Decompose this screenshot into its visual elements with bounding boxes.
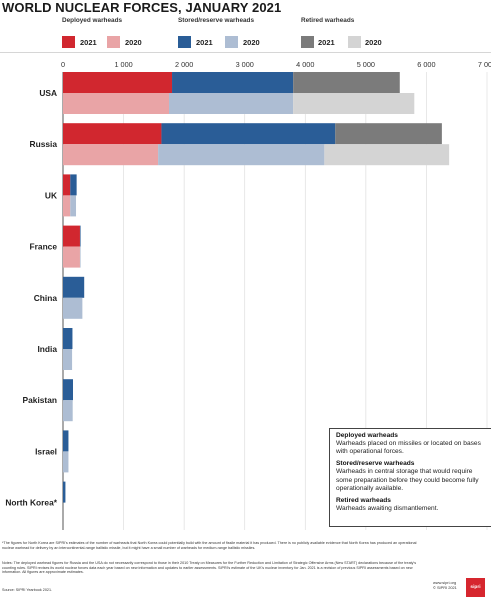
country-label: Israel (35, 446, 57, 456)
country-label: Russia (30, 139, 58, 149)
definition-deployed-heading: Deployed warheads (336, 432, 398, 439)
legend-label-deployed-2020: 2020 (125, 38, 142, 47)
source-line: Source: SIPRI Yearbook 2021. (2, 588, 53, 592)
bar-israel-stored-2021 (63, 430, 69, 452)
legend-swatch-stored-2020 (225, 36, 238, 48)
legend-label-stored-2021: 2021 (196, 38, 213, 47)
country-label: France (30, 242, 58, 252)
bar-russia-stored-2020 (158, 144, 325, 166)
footnote-notes: Notes: The deployed warhead figures for … (2, 561, 417, 575)
bar-russia-retired-2021 (335, 123, 442, 145)
bar-china-stored-2021 (63, 276, 85, 298)
bar-russia-deployed-2020 (63, 144, 159, 166)
x-tick-label: 6 000 (417, 60, 435, 69)
legend-label-retired-2020: 2020 (365, 38, 382, 47)
bar-france-stored-2021 (79, 225, 81, 247)
bar-pakistan-stored-2020 (63, 400, 73, 422)
legend-divider (0, 52, 491, 53)
chart-title: WORLD NUCLEAR FORCES, JANUARY 2021 (2, 0, 282, 15)
bar-india-stored-2020 (63, 349, 73, 370)
country-label: Pakistan (23, 395, 57, 405)
credits: www.sipri.org © SIPRI 2021 (433, 580, 457, 591)
footnote-north-korea: *The figures for North Korea are SIPRI's… (2, 541, 417, 550)
x-tick-label: 1 000 (114, 60, 132, 69)
bar-france-deployed-2020 (63, 246, 80, 268)
legend-swatch-deployed-2020 (107, 36, 120, 48)
country-label: North Korea* (5, 498, 57, 508)
legend-retired-heading: Retired warheads (301, 17, 355, 24)
x-tick-label: 4 000 (296, 60, 314, 69)
definition-stored-heading: Stored/reserve warheads (336, 460, 415, 468)
bar-uk-stored-2021 (70, 174, 77, 196)
legend-swatch-retired-2021 (301, 36, 314, 48)
x-tick-label: 2 000 (175, 60, 193, 69)
legend-swatch-deployed-2021 (62, 36, 75, 48)
legend-swatch-stored-2021 (178, 36, 191, 48)
x-tick-label: 5 000 (357, 60, 375, 69)
bar-russia-deployed-2021 (63, 123, 162, 145)
bar-france-deployed-2021 (63, 225, 80, 247)
country-label: India (37, 344, 57, 354)
legend-deployed-heading: Deployed warheads (62, 17, 123, 24)
bar-pakistan-stored-2021 (63, 379, 73, 401)
country-label: USA (39, 88, 57, 98)
x-tick-label: 3 000 (236, 60, 254, 69)
bar-usa-retired-2021 (293, 72, 400, 93)
definition-stored-text: Warheads in central storage that would r… (336, 468, 479, 492)
bar-india-stored-2021 (63, 328, 73, 349)
bar-usa-retired-2020 (293, 93, 415, 114)
bar-france-stored-2020 (79, 246, 81, 268)
legend-label-deployed-2021: 2021 (80, 38, 97, 47)
definitions-box: Deployed warheads Warheads placed on mis… (329, 428, 491, 527)
legend-label-stored-2020: 2020 (243, 38, 260, 47)
legend-label-retired-2021: 2021 (318, 38, 335, 47)
country-label: UK (45, 190, 57, 200)
definition-deployed-text: Warheads placed on missiles or located o… (336, 440, 481, 456)
definition-retired-text: Warheads awaiting dismantlement. (336, 505, 439, 513)
bar-usa-deployed-2021 (63, 72, 173, 93)
x-tick-label: 0 (61, 60, 65, 69)
bar-russia-stored-2021 (161, 123, 336, 145)
copyright: © SIPRI 2021 (433, 584, 457, 590)
bar-russia-retired-2020 (324, 144, 450, 166)
bar-usa-stored-2021 (172, 72, 294, 93)
definition-retired-heading: Retired warheads (336, 497, 391, 505)
bar-usa-stored-2020 (169, 93, 294, 114)
bar-israel-stored-2020 (63, 451, 69, 473)
bar-uk-stored-2020 (70, 195, 77, 217)
bar-usa-deployed-2020 (63, 93, 169, 114)
bar-china-stored-2020 (63, 297, 83, 319)
bar-uk-deployed-2020 (63, 195, 71, 217)
legend-swatch-retired-2020 (348, 36, 361, 48)
sipri-logo: sipri (466, 578, 485, 597)
country-label: China (34, 293, 58, 303)
bar-uk-deployed-2021 (63, 174, 71, 196)
bar-north-korea-stored-2021 (63, 481, 66, 503)
sipri-url: www.sipri.org (433, 580, 457, 585)
legend-stored-heading: Stored/reserve warheads (178, 17, 255, 24)
x-tick-label: 7 000 (478, 60, 491, 69)
